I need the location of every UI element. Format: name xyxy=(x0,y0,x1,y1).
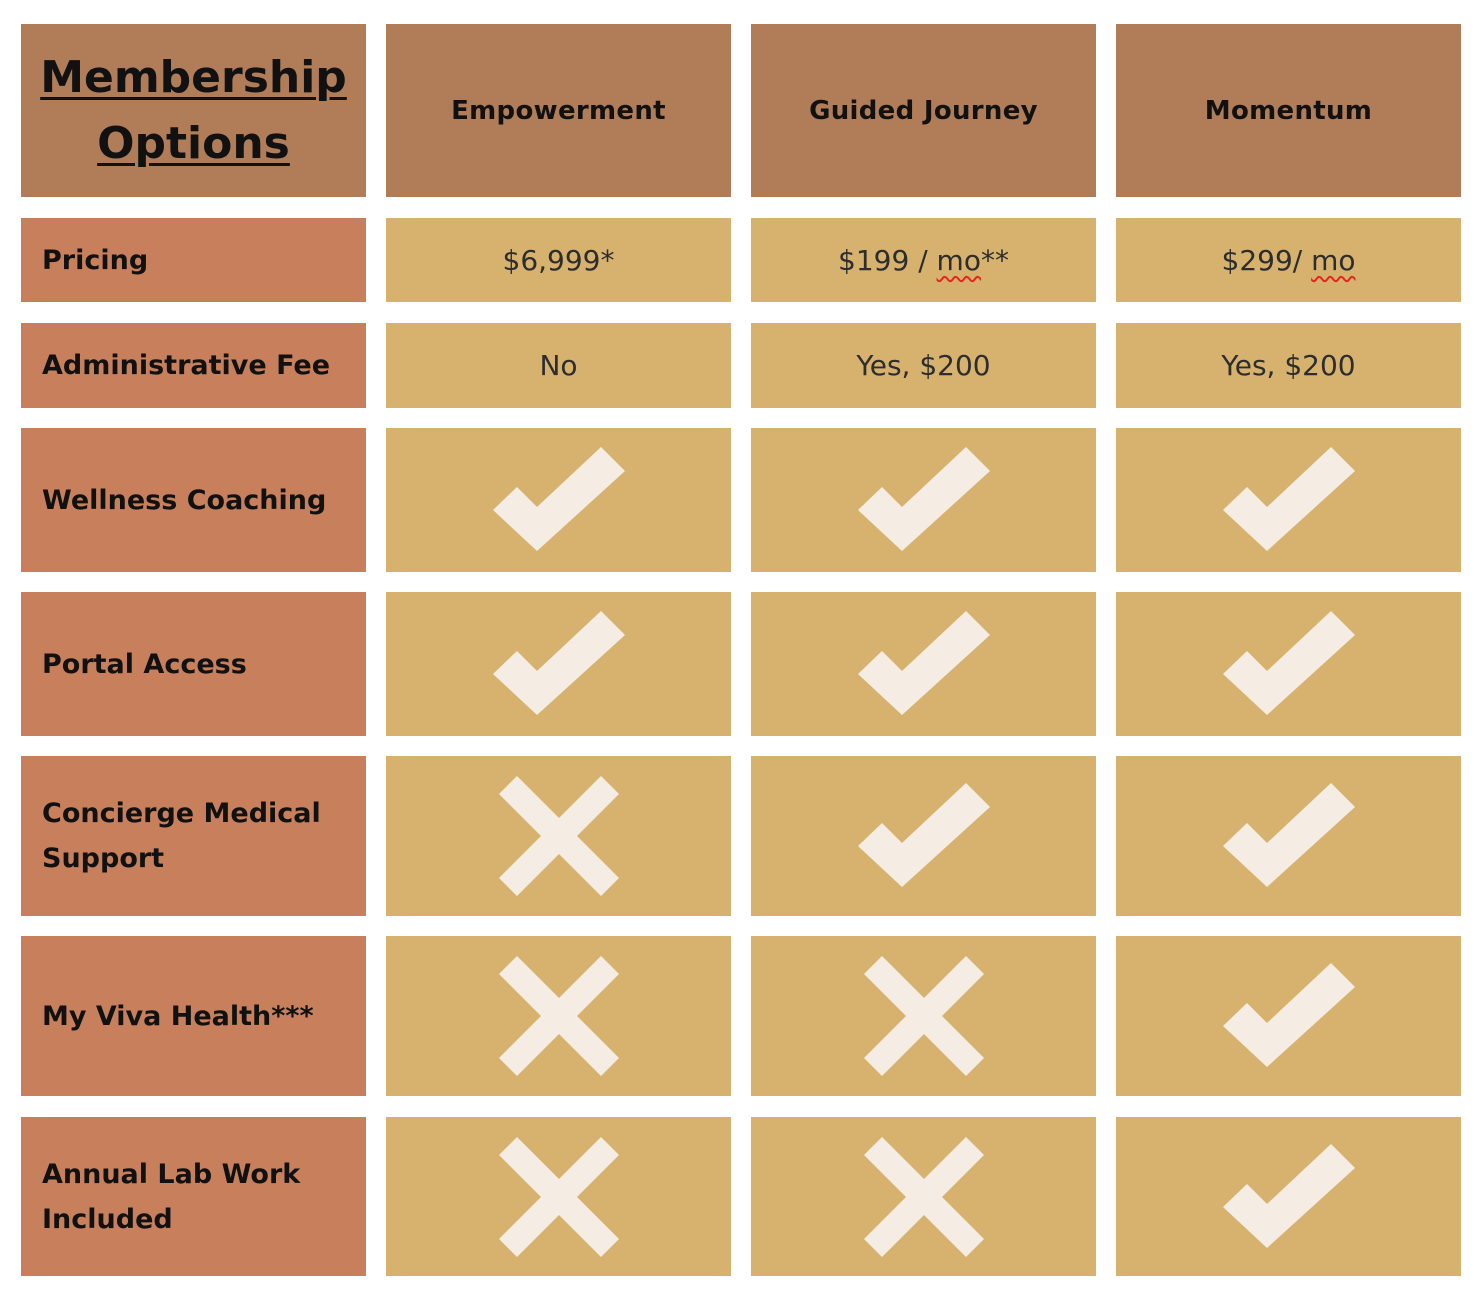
corner-title-line-1: Membership xyxy=(40,51,347,103)
corner-title-line-2: Options xyxy=(97,117,290,169)
checkmark-icon xyxy=(1222,1143,1355,1248)
column-header-guided-journey: Guided Journey xyxy=(751,24,1096,197)
price-footnote: ** xyxy=(980,243,1009,277)
price-unit: mo xyxy=(936,243,981,277)
row-label-text: Pricing xyxy=(42,244,149,276)
row-label-text: My Viva Health*** xyxy=(42,1000,314,1032)
cell-wellness-coaching-empowerment xyxy=(386,428,731,572)
row-label-my-viva-health: My Viva Health*** xyxy=(21,936,366,1096)
row-label-text: Annual Lab Work Included xyxy=(42,1158,301,1235)
price-value: $299/ mo xyxy=(1222,244,1356,277)
row-label-pricing: Pricing xyxy=(21,218,366,302)
table-corner-title: Membership Options xyxy=(21,24,366,197)
row-label-concierge-medical-support: Concierge Medical Support xyxy=(21,756,366,916)
cell-portal-access-momentum xyxy=(1116,592,1461,736)
checkmark-icon xyxy=(492,611,625,715)
cell-portal-access-guided-journey xyxy=(751,592,1096,736)
cell-value: No xyxy=(539,349,578,382)
price-amount: $299/ xyxy=(1221,243,1312,277)
checkmark-icon xyxy=(857,783,990,887)
column-header-label: Guided Journey xyxy=(809,95,1038,126)
cell-concierge-medical-support-empowerment xyxy=(386,756,731,916)
cell-administrative-fee-empowerment: No xyxy=(386,323,731,408)
cell-annual-lab-work-included-empowerment xyxy=(386,1117,731,1276)
row-label-text: Wellness Coaching xyxy=(42,484,327,516)
column-header-label: Momentum xyxy=(1204,95,1373,126)
price-value: $199 / mo** xyxy=(838,244,1009,277)
cell-value: Yes, $200 xyxy=(1221,349,1356,382)
cell-wellness-coaching-momentum xyxy=(1116,428,1461,572)
checkmark-icon xyxy=(1222,447,1355,551)
row-label-portal-access: Portal Access xyxy=(21,592,366,736)
row-label-wellness-coaching: Wellness Coaching xyxy=(21,428,366,572)
checkmark-icon xyxy=(492,447,625,551)
price-amount: $199 / xyxy=(838,243,937,277)
row-label-annual-lab-work-included: Annual Lab Work Included xyxy=(21,1117,366,1276)
cell-annual-lab-work-included-momentum xyxy=(1116,1117,1461,1276)
row-label-administrative-fee: Administrative Fee xyxy=(21,323,366,408)
cross-icon xyxy=(863,1136,984,1257)
cell-my-viva-health-guided-journey xyxy=(751,936,1096,1096)
cell-wellness-coaching-guided-journey xyxy=(751,428,1096,572)
cross-icon xyxy=(498,956,619,1076)
row-label-text: Concierge Medical Support xyxy=(42,798,321,874)
checkmark-icon xyxy=(1222,611,1355,715)
cell-my-viva-health-empowerment xyxy=(386,936,731,1096)
cell-annual-lab-work-included-guided-journey xyxy=(751,1117,1096,1276)
cross-icon xyxy=(498,776,619,896)
cell-portal-access-empowerment xyxy=(386,592,731,736)
column-header-momentum: Momentum xyxy=(1116,24,1461,197)
cell-pricing-empowerment: $6,999* xyxy=(386,218,731,302)
price-unit: mo xyxy=(1311,243,1356,277)
checkmark-icon xyxy=(857,611,990,715)
cell-concierge-medical-support-momentum xyxy=(1116,756,1461,916)
cell-administrative-fee-momentum: Yes, $200 xyxy=(1116,323,1461,408)
checkmark-icon xyxy=(1222,963,1355,1067)
cross-icon xyxy=(863,956,984,1076)
cell-administrative-fee-guided-journey: Yes, $200 xyxy=(751,323,1096,408)
column-header-empowerment: Empowerment xyxy=(386,24,731,197)
row-label-text: Administrative Fee xyxy=(42,350,331,381)
cell-concierge-medical-support-guided-journey xyxy=(751,756,1096,916)
checkmark-icon xyxy=(857,447,990,551)
checkmark-icon xyxy=(1222,783,1355,887)
cell-pricing-momentum: $299/ mo xyxy=(1116,218,1461,302)
cell-pricing-guided-journey: $199 / mo** xyxy=(751,218,1096,302)
cell-value: Yes, $200 xyxy=(856,349,991,382)
cell-value: $6,999* xyxy=(502,243,615,277)
row-label-text: Portal Access xyxy=(42,648,247,680)
cross-icon xyxy=(498,1136,619,1257)
column-header-label: Empowerment xyxy=(451,95,666,126)
membership-comparison-table: Membership Options Empowerment Guided Jo… xyxy=(21,24,1461,1276)
cell-my-viva-health-momentum xyxy=(1116,936,1461,1096)
